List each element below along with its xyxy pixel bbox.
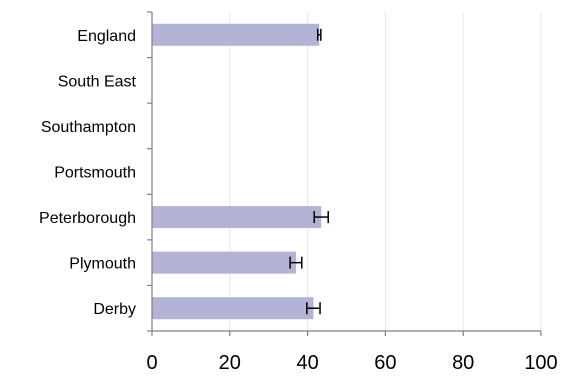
x-tick-label-40: 40: [296, 352, 318, 374]
error-bar-plymouth: [289, 256, 303, 269]
x-tick-label-60: 60: [374, 352, 396, 374]
error-bar-england: [316, 28, 322, 41]
bar-plymouth: [152, 251, 296, 274]
x-tick-label-0: 0: [146, 352, 157, 374]
error-bar-derby: [306, 302, 321, 315]
category-label-peterborough: Peterborough: [39, 210, 136, 227]
category-label-portsmouth: Portsmouth: [54, 165, 136, 182]
category-label-south-east: South East: [58, 73, 137, 90]
bar-derby: [152, 297, 314, 320]
x-tick-labels: 0 20 40 60 80 100: [146, 352, 557, 374]
bars: [152, 23, 322, 320]
category-labels: England South East Southampton Portsmouth Pe…: [39, 28, 137, 318]
category-label-england: England: [77, 28, 136, 45]
error-bars: [289, 28, 329, 315]
category-label-southampton: Southampton: [41, 119, 136, 136]
category-label-derby: Derby: [93, 301, 136, 318]
x-tick-label-100: 100: [524, 352, 557, 374]
bar-peterborough: [152, 206, 322, 229]
x-tick-label-20: 20: [219, 352, 241, 374]
axes: [147, 11, 542, 336]
x-tick-label-80: 80: [452, 352, 474, 374]
category-label-plymouth: Plymouth: [69, 256, 136, 273]
bar-england: [152, 23, 320, 46]
error-bar-peterborough: [313, 211, 329, 224]
gridlines: [229, 12, 542, 331]
